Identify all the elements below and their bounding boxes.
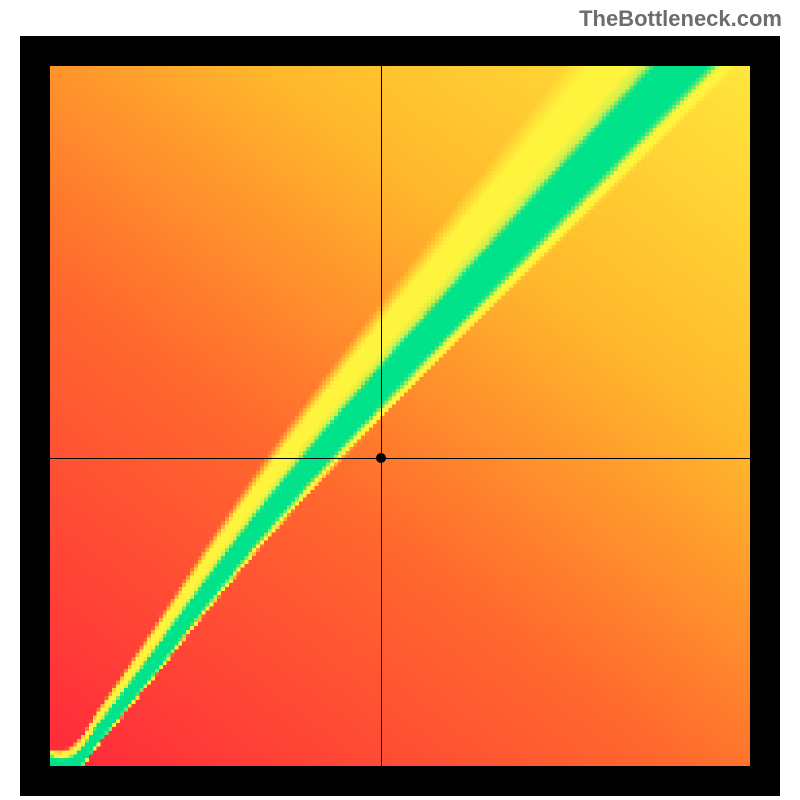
- crosshair-marker-dot: [376, 453, 386, 463]
- root-container: TheBottleneck.com: [0, 0, 800, 800]
- watermark-text: TheBottleneck.com: [579, 6, 782, 32]
- heatmap-region: [50, 66, 750, 766]
- crosshair-vertical-line: [381, 66, 382, 766]
- heatmap-canvas: [50, 66, 750, 766]
- crosshair-horizontal-line: [50, 458, 750, 459]
